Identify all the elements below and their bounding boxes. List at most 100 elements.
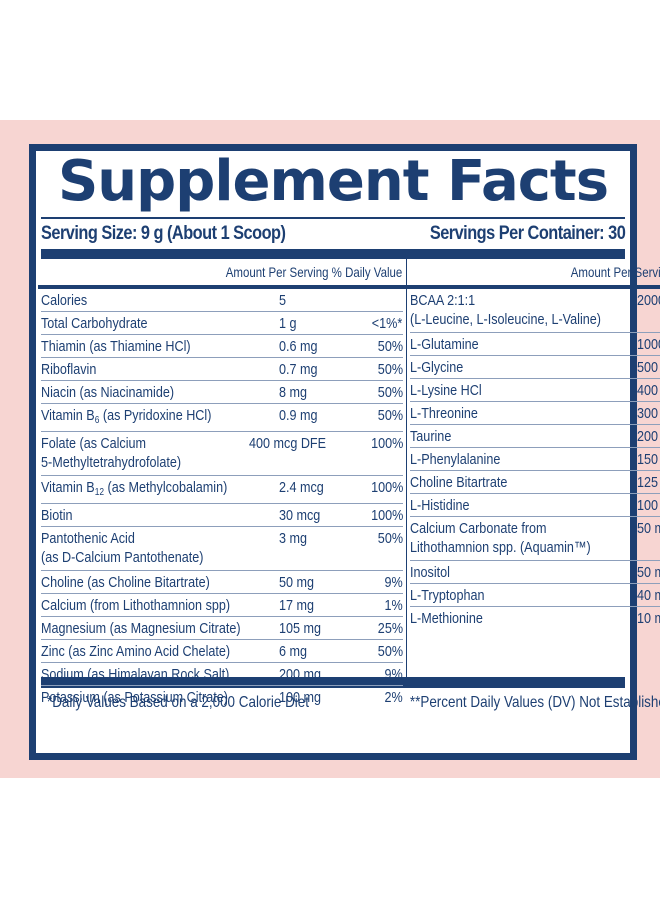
thick-divider-bar bbox=[41, 249, 625, 259]
right-column-header: Amount Per Serving % Daily Value bbox=[570, 264, 660, 280]
right-header-bar bbox=[406, 285, 660, 289]
nutrient-row: Calcium Carbonate from Lithothamnion spp.… bbox=[409, 517, 660, 561]
nutrient-row: Niacin (as Niacinamide) 8 mg 50% bbox=[41, 381, 403, 404]
nutrient-amount: 200 mg bbox=[278, 666, 321, 683]
nutrient-name: Sodium (as Himalayan Rock Salt) bbox=[41, 666, 230, 683]
nutrient-amount: 0.7 mg bbox=[278, 361, 318, 378]
panel-title: Supplement Facts bbox=[57, 149, 609, 214]
nutrient-amount: 100 mg bbox=[278, 689, 321, 706]
nutrient-row: Folate (as Calcium 5-Methyltetrahydrofola… bbox=[41, 432, 403, 476]
nutrient-daily-value: 50% bbox=[377, 407, 403, 424]
nutrient-name: Niacin (as Niacinamide) bbox=[41, 384, 175, 401]
nutrient-daily-value: 100% bbox=[370, 435, 403, 452]
nutrient-name: Biotin bbox=[41, 507, 73, 524]
nutrient-row: L-Glutamine1000 mg** bbox=[409, 333, 660, 356]
nutrient-row: Vitamin B6 (as Pyridoxine HCl) 0.9 mg 50% bbox=[41, 404, 403, 432]
nutrient-daily-value: 25% bbox=[377, 620, 403, 637]
nutrient-daily-value: 9% bbox=[384, 666, 403, 683]
nutrient-amount: 3 mg bbox=[278, 530, 307, 547]
nutrient-daily-value: 100% bbox=[370, 479, 403, 496]
dv-not-established-footnote: **Percent Daily Values (DV) Not Establis… bbox=[409, 693, 660, 711]
nutrient-daily-value: 1% bbox=[384, 597, 403, 614]
nutrient-row: Potassium (as Potassium Citrate) 100 mg 2% bbox=[41, 686, 403, 708]
nutrient-row: Choline (as Choline Bitartrate) 50 mg 9% bbox=[41, 571, 403, 594]
nutrient-name: Choline Bitartrate bbox=[409, 474, 507, 491]
nutrient-name: Taurine bbox=[409, 428, 451, 445]
nutrient-daily-value: 50% bbox=[377, 384, 403, 401]
nutrient-name: Riboflavin bbox=[41, 361, 97, 378]
nutrient-amount: 2.4 mcg bbox=[278, 479, 324, 496]
nutrient-name: Magnesium (as Magnesium Citrate) bbox=[41, 620, 241, 637]
nutrient-row: Calories 5 bbox=[41, 289, 403, 312]
nutrient-daily-value: 100% bbox=[370, 507, 403, 524]
left-column-header: Amount Per Serving % Daily Value bbox=[226, 264, 403, 280]
nutrient-name: L-Histidine bbox=[409, 497, 470, 514]
nutrient-amount: 0.6 mg bbox=[278, 338, 318, 355]
serving-size: Serving Size: 9 g (About 1 Scoop) bbox=[41, 223, 286, 244]
nutrient-amount: 0.9 mg bbox=[278, 407, 318, 424]
nutrient-row: Calcium (from Lithothamnion spp) 17 mg 1% bbox=[41, 594, 403, 617]
nutrient-name: Total Carbohydrate bbox=[41, 315, 148, 332]
nutrient-amount: 8 mg bbox=[278, 384, 307, 401]
nutrient-amount: 400 mg bbox=[636, 382, 660, 399]
nutrient-name: Thiamin (as Thiamine HCl) bbox=[41, 338, 191, 355]
nutrient-row: Sodium (as Himalayan Rock Salt) 200 mg 9% bbox=[41, 663, 403, 686]
title-rule bbox=[41, 217, 625, 219]
nutrient-name: Calories bbox=[41, 292, 88, 309]
nutrient-amount: 40 mg bbox=[636, 587, 660, 604]
nutrient-amount: 1 g bbox=[278, 315, 297, 332]
nutrient-amount: 125 mg bbox=[636, 474, 660, 491]
nutrient-name: Inositol bbox=[409, 564, 450, 581]
nutrient-row: Biotin 30 mcg 100% bbox=[41, 504, 403, 527]
nutrient-amount: 100 mg bbox=[636, 497, 660, 514]
daily-value-footnote: *Daily Values Based on a 2,000 Calorie D… bbox=[47, 693, 309, 711]
nutrient-amount: 6 mg bbox=[278, 643, 307, 660]
nutrient-daily-value: 9% bbox=[384, 574, 403, 591]
nutrient-daily-value: 50% bbox=[377, 643, 403, 660]
nutrient-amount: 200 mg bbox=[636, 428, 660, 445]
nutrient-name: Choline (as Choline Bitartrate) bbox=[41, 574, 210, 591]
bottom-divider-bar bbox=[41, 677, 625, 688]
nutrient-amount: 50 mg bbox=[278, 574, 314, 591]
nutrient-row: BCAA 2:1:1 (L-Leucine, L-Isoleucine, L-Va… bbox=[409, 289, 660, 333]
nutrient-amount: 17 mg bbox=[278, 597, 314, 614]
nutrient-row: Zinc (as Zinc Amino Acid Chelate) 6 mg 50% bbox=[41, 640, 403, 663]
nutrient-name: L-Glycine bbox=[409, 359, 463, 376]
nutrient-name: Zinc (as Zinc Amino Acid Chelate) bbox=[41, 643, 231, 660]
nutrient-daily-value bbox=[365, 291, 403, 310]
nutrient-name: Pantothenic Acid (as D-Calcium Pantothena… bbox=[41, 530, 204, 566]
nutrient-amount: 50 mg bbox=[636, 564, 660, 581]
nutrient-name: L-Phenylalanine bbox=[409, 451, 500, 468]
nutrient-name: L-Lysine HCl bbox=[409, 382, 482, 399]
nutrient-name: L-Glutamine bbox=[409, 336, 479, 353]
right-nutrient-column: Amount Per Serving % Daily Value BCAA 2:… bbox=[406, 259, 660, 677]
nutrient-daily-value: 50% bbox=[377, 338, 403, 355]
nutrient-amount: 150 mg bbox=[636, 451, 660, 468]
left-nutrient-column: Amount Per Serving % Daily Value Calorie… bbox=[38, 259, 407, 706]
nutrient-amount: 1000 mg bbox=[636, 336, 660, 353]
nutrient-name: Vitamin B6 (as Pyridoxine HCl) bbox=[41, 407, 212, 426]
left-header-bar bbox=[38, 285, 406, 289]
nutrient-row: Pantothenic Acid (as D-Calcium Pantothena… bbox=[41, 527, 403, 571]
nutrient-row: Riboflavin 0.7 mg 50% bbox=[41, 358, 403, 381]
nutrient-amount: 50 mg bbox=[636, 520, 660, 537]
nutrient-name: Vitamin B12 (as Methylcobalamin) bbox=[41, 479, 228, 498]
nutrient-name: Calcium Carbonate from Lithothamnion spp.… bbox=[409, 520, 591, 556]
nutrient-amount: 10 mg bbox=[636, 610, 660, 627]
nutrient-amount: 2000 mg bbox=[636, 292, 660, 309]
nutrient-name: L-Threonine bbox=[409, 405, 478, 422]
nutrient-amount: 400 mcg DFE bbox=[248, 435, 326, 452]
nutrient-daily-value: 50% bbox=[377, 530, 403, 547]
nutrient-name: L-Tryptophan bbox=[409, 587, 485, 604]
serving-info: Serving Size: 9 g (About 1 Scoop) Servin… bbox=[41, 219, 626, 249]
nutrient-amount: 300 mg bbox=[636, 405, 660, 422]
nutrient-name: Calcium (from Lithothamnion spp) bbox=[41, 597, 231, 614]
left-rows: Calories 5 Total Carbohydrate 1 g <1%* Thiami… bbox=[41, 289, 403, 708]
